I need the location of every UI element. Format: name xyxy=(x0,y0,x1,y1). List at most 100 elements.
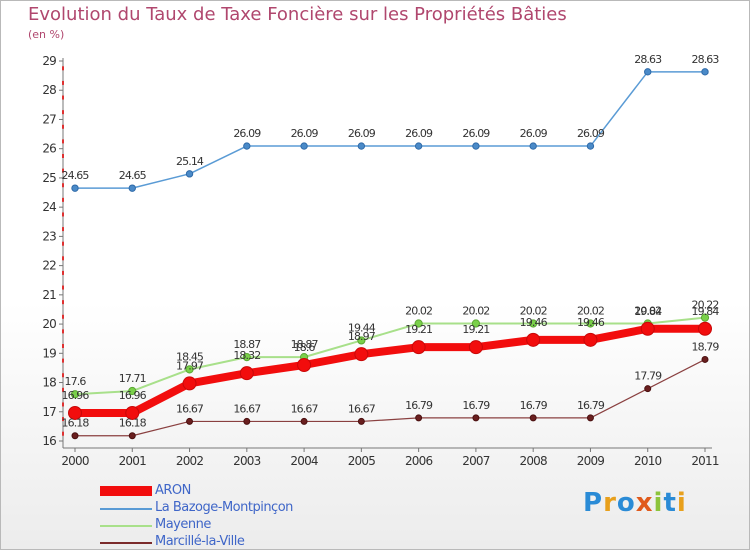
data-label-marcill-la-ville: 18.79 xyxy=(692,340,720,353)
data-label-la-bazoge-montpin-on: 26.09 xyxy=(348,127,376,140)
data-point-aron xyxy=(125,405,140,420)
data-label-mayenne: 18.45 xyxy=(176,350,204,363)
data-label-aron: 19.21 xyxy=(462,323,489,336)
data-point-aron xyxy=(354,347,369,362)
y-tick-label: 24 xyxy=(42,200,56,214)
data-label-aron: 19.84 xyxy=(634,305,662,318)
data-label-la-bazoge-montpin-on: 25.14 xyxy=(176,155,204,168)
data-label-la-bazoge-montpin-on: 26.09 xyxy=(462,127,490,140)
data-point-la-bazoge-montpin-on xyxy=(128,184,136,192)
y-tick-label: 20 xyxy=(42,317,56,331)
data-point-mayenne xyxy=(70,390,80,399)
data-label-la-bazoge-montpin-on: 26.09 xyxy=(233,127,261,140)
data-point-aron xyxy=(468,340,483,355)
data-point-aron xyxy=(411,340,426,355)
data-label-mayenne: 17.6 xyxy=(65,375,87,388)
data-label-la-bazoge-montpin-on: 24.65 xyxy=(119,169,147,182)
logo-letter: t xyxy=(663,488,677,518)
x-tick-label: 2002 xyxy=(176,454,204,468)
legend-label-marcille: Marcillé-la-Ville xyxy=(155,534,245,549)
logo-letter: i xyxy=(653,488,664,518)
data-label-aron: 16.96 xyxy=(62,389,90,402)
data-label-la-bazoge-montpin-on: 26.09 xyxy=(405,127,433,140)
data-point-la-bazoge-montpin-on xyxy=(472,142,480,150)
data-label-aron: 19.46 xyxy=(577,316,605,329)
y-tick-label: 23 xyxy=(42,229,56,243)
data-point-marcill-la-ville xyxy=(472,414,480,422)
data-point-mayenne xyxy=(529,319,538,328)
data-point-mayenne xyxy=(414,319,423,328)
y-tick-label: 17 xyxy=(42,405,56,419)
data-point-aron xyxy=(698,321,712,336)
y-tick-label: 16 xyxy=(42,434,56,448)
y-tick-label: 25 xyxy=(42,171,56,185)
data-label-aron: 16.96 xyxy=(119,389,147,402)
x-tick-label: 2009 xyxy=(577,454,605,468)
data-point-aron xyxy=(239,366,254,381)
data-point-aron xyxy=(526,332,541,347)
data-label-la-bazoge-montpin-on: 24.65 xyxy=(62,169,90,182)
chart-title: Evolution du Taux de Taxe Foncière sur l… xyxy=(28,4,567,25)
data-point-aron xyxy=(182,376,197,391)
data-label-mayenne: 20.02 xyxy=(634,304,661,317)
data-point-aron xyxy=(583,332,598,347)
data-label-marcill-la-ville: 16.79 xyxy=(405,399,433,412)
x-tick-label: 2005 xyxy=(348,454,376,468)
data-label-marcill-la-ville: 16.67 xyxy=(291,402,319,415)
data-point-la-bazoge-montpin-on xyxy=(644,68,652,76)
data-label-aron: 18.6 xyxy=(294,341,316,354)
data-point-marcill-la-ville xyxy=(586,414,594,422)
data-point-mayenne xyxy=(700,313,710,322)
data-label-la-bazoge-montpin-on: 28.63 xyxy=(634,53,662,66)
logo-letter: r xyxy=(603,488,617,518)
y-tick-label: 18 xyxy=(42,376,56,390)
data-point-la-bazoge-montpin-on xyxy=(414,142,423,150)
proxiti-logo: Proxiti xyxy=(583,488,687,518)
legend-swatch-la-bazoge xyxy=(100,508,152,510)
y-tick-label: 27 xyxy=(42,112,56,126)
legend-label-mayenne: Mayenne xyxy=(155,517,211,532)
series-line-marcill-la-ville xyxy=(74,358,706,437)
y-tick-label: 19 xyxy=(42,346,56,360)
data-label-mayenne: 17.71 xyxy=(119,372,146,385)
x-tick-label: 2007 xyxy=(462,454,490,468)
data-label-la-bazoge-montpin-on: 28.63 xyxy=(692,53,720,66)
data-point-aron xyxy=(640,321,655,336)
data-point-marcill-la-ville xyxy=(529,414,537,422)
data-label-marcill-la-ville: 16.67 xyxy=(348,402,376,415)
data-label-marcill-la-ville: 16.67 xyxy=(233,402,261,415)
data-point-la-bazoge-montpin-on xyxy=(586,142,595,150)
data-point-marcill-la-ville xyxy=(243,417,251,425)
data-label-la-bazoge-montpin-on: 26.09 xyxy=(577,127,605,140)
logo-letter: o xyxy=(616,488,636,518)
x-tick-label: 2003 xyxy=(233,454,261,468)
x-tick-label: 2006 xyxy=(405,454,433,468)
x-tick-label: 2008 xyxy=(520,454,548,468)
data-point-marcill-la-ville xyxy=(357,417,365,425)
legend-swatch-marcille xyxy=(100,542,152,544)
legend-label-aron: ARON xyxy=(155,483,191,498)
x-tick-label: 2000 xyxy=(61,454,89,468)
y-tick-label: 22 xyxy=(42,259,56,273)
data-label-mayenne: 20.22 xyxy=(692,299,719,312)
data-point-la-bazoge-montpin-on xyxy=(701,68,709,76)
data-point-marcill-la-ville xyxy=(128,432,136,440)
x-tick-label: 2011 xyxy=(691,454,719,468)
data-point-mayenne xyxy=(242,353,251,362)
data-label-aron: 19.46 xyxy=(520,316,548,329)
logo-letter: P xyxy=(583,488,604,518)
data-label-marcill-la-ville: 16.18 xyxy=(62,417,90,430)
data-label-aron: 19.84 xyxy=(692,305,720,318)
data-label-aron: 18.32 xyxy=(233,349,260,362)
y-tick-label: 29 xyxy=(42,54,56,68)
series-line-la-bazoge-montpin-on xyxy=(74,71,706,189)
data-point-marcill-la-ville xyxy=(300,417,308,425)
legend-label-la-bazoge: La Bazoge-Montpinçon xyxy=(155,500,293,515)
data-label-marcill-la-ville: 16.67 xyxy=(176,402,204,415)
legend-swatch-aron xyxy=(100,486,152,496)
data-point-la-bazoge-montpin-on xyxy=(300,142,308,150)
data-point-la-bazoge-montpin-on xyxy=(529,142,537,150)
data-point-mayenne xyxy=(586,319,595,328)
data-label-mayenne: 20.02 xyxy=(405,304,432,317)
data-point-marcill-la-ville xyxy=(701,355,709,363)
